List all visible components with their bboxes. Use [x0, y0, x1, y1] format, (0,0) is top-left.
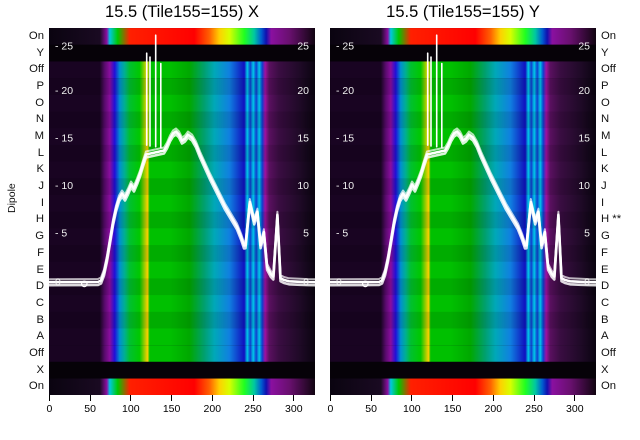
svg-text:0: 0	[336, 277, 342, 288]
svg-text:25: 25	[297, 41, 309, 52]
svg-text:- 10: - 10	[55, 180, 73, 191]
svg-text:- 5: - 5	[55, 228, 67, 239]
svg-text:- 25: - 25	[55, 41, 73, 52]
svg-text:- 20: - 20	[55, 85, 73, 96]
svg-text:25: 25	[578, 41, 590, 52]
svg-text:- 20: - 20	[336, 85, 354, 96]
svg-text:20: 20	[578, 85, 590, 96]
svg-text:0: 0	[55, 277, 61, 288]
svg-text:0: 0	[303, 277, 309, 288]
svg-text:10: 10	[578, 180, 590, 191]
svg-text:15: 15	[578, 133, 590, 144]
svg-text:- 25: - 25	[336, 41, 354, 52]
svg-text:10: 10	[297, 180, 309, 191]
svg-text:5: 5	[303, 228, 309, 239]
svg-text:15: 15	[297, 133, 309, 144]
svg-text:- 15: - 15	[336, 133, 354, 144]
svg-text:20: 20	[297, 85, 309, 96]
svg-text:0: 0	[584, 277, 590, 288]
svg-text:- 15: - 15	[55, 133, 73, 144]
svg-text:5: 5	[584, 228, 590, 239]
svg-text:- 10: - 10	[336, 180, 354, 191]
svg-text:- 5: - 5	[336, 228, 348, 239]
